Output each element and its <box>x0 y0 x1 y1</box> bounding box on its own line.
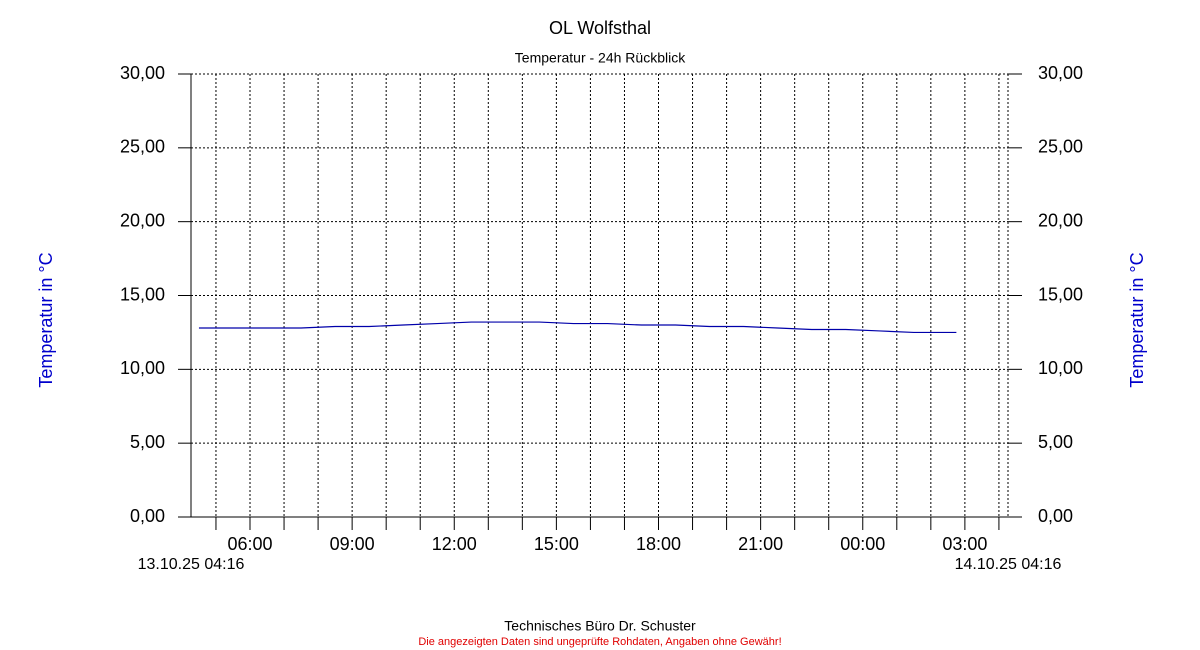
data-line <box>198 321 957 334</box>
chart-title: OL Wolfsthal <box>549 18 651 38</box>
y2-tick-label: 25,00 <box>1038 137 1083 157</box>
disclaimer: Die angezeigten Daten sind ungeprüfte Ro… <box>418 636 781 648</box>
y2-tick-label: 20,00 <box>1038 210 1083 230</box>
x-tick-label: 21:00 <box>738 534 783 554</box>
y-axis-label: Temperatur in °C <box>36 252 56 387</box>
y2-tick-label: 30,00 <box>1038 63 1083 83</box>
x-tick-label: 15:00 <box>534 534 579 554</box>
x-start-label: 13.10.25 04:16 <box>138 556 245 573</box>
y-tick-label: 30,00 <box>120 63 165 83</box>
x-tick-label: 03:00 <box>942 534 987 554</box>
y-tick-label: 0,00 <box>130 506 165 526</box>
y2-tick-label: 10,00 <box>1038 358 1083 378</box>
x-end-label: 14.10.25 04:16 <box>955 556 1062 573</box>
y-tick-label: 15,00 <box>120 284 165 304</box>
y2-axis-label: Temperatur in °C <box>1127 252 1147 387</box>
x-tick-label: 12:00 <box>432 534 477 554</box>
y2-tick-label: 5,00 <box>1038 432 1073 452</box>
y2-tick-label: 15,00 <box>1038 284 1083 304</box>
y-tick-label: 25,00 <box>120 137 165 157</box>
x-tick-label: 09:00 <box>330 534 375 554</box>
y-tick-label: 5,00 <box>130 432 165 452</box>
x-tick-label: 18:00 <box>636 534 681 554</box>
y-tick-label: 10,00 <box>120 358 165 378</box>
footer: Technisches Büro Dr. Schuster <box>504 618 696 634</box>
x-tick-label: 06:00 <box>227 534 272 554</box>
y2-tick-label: 0,00 <box>1038 506 1073 526</box>
y-tick-label: 20,00 <box>120 210 165 230</box>
chart-subtitle: Temperatur - 24h Rückblick <box>515 50 686 66</box>
x-tick-label: 00:00 <box>840 534 885 554</box>
